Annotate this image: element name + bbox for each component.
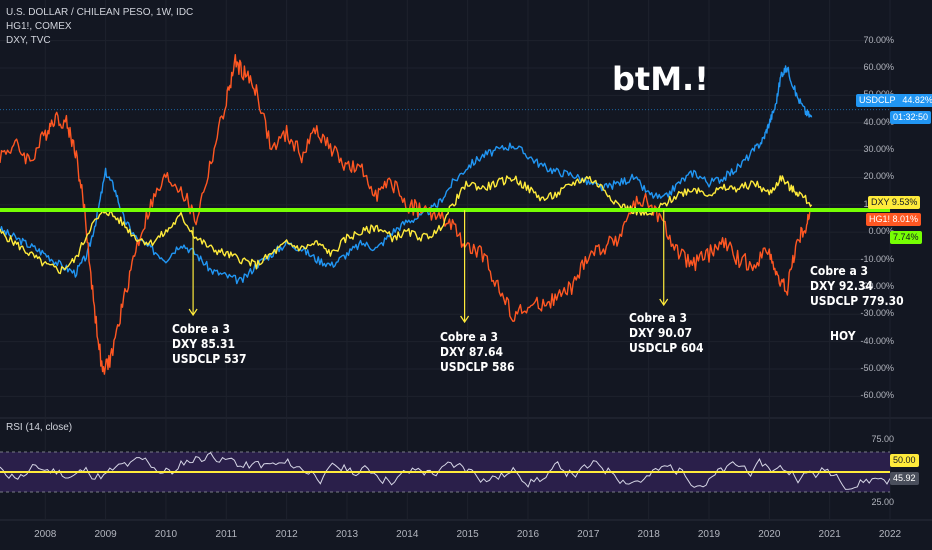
y-tick: -10.00% [860, 253, 894, 264]
series-line-usdclp [0, 65, 813, 285]
annotation-today-line3: USDCLP 779.30 [810, 294, 904, 308]
y-tick: 30.00% [863, 144, 894, 155]
legend-copper-symbol[interactable]: HG1!, COMEX [6, 21, 72, 32]
annotation-today-line1: Cobre a 3 [810, 264, 869, 278]
annotation-hoy: HOY [830, 329, 856, 343]
x-tick-2014: 2014 [396, 529, 419, 540]
x-tick-2015: 2015 [456, 529, 479, 540]
x-tick-2018: 2018 [637, 529, 660, 540]
y-tick: -30.00% [860, 308, 894, 319]
y-tick: 20.00% [863, 171, 894, 182]
annotation-2018-line3: USDCLP 604 [629, 341, 704, 355]
x-tick-2017: 2017 [577, 529, 600, 540]
annotation-2015-line2: DXY 87.64 [440, 345, 504, 359]
annotation-today-line2: DXY 92.34 [810, 279, 874, 293]
green-line-badge: 7.74% [890, 231, 922, 244]
annotation-2015-line3: USDCLP 586 [440, 360, 515, 374]
y-tick: 70.00% [863, 34, 894, 45]
annotation-2015: Cobre a 3 DXY 87.64 USDCLP 586 [440, 330, 515, 375]
x-tick-2019: 2019 [697, 529, 721, 540]
usdclp-badge-name: USDCLP [859, 95, 896, 105]
annotation-2018-line2: DXY 90.07 [629, 326, 693, 340]
y-tick: -40.00% [860, 335, 894, 346]
annotation-arrow-head-2 [659, 298, 669, 307]
rsi-line [0, 452, 891, 490]
series-line-hg1 [0, 54, 812, 375]
annotation-2018-line1: Cobre a 3 [629, 311, 688, 325]
hg-badge: HG1! 8.01% [866, 213, 922, 226]
annotation-arrow-head-1 [460, 315, 470, 324]
usdclp-badge: USDCLP 44.82% [856, 94, 932, 107]
y-tick: 0.00% [868, 226, 894, 237]
legend-dxy-symbol[interactable]: DXY, TVC [6, 35, 51, 46]
y-tick: 40.00% [863, 116, 894, 127]
bar-countdown-badge: 01:32:50 [890, 111, 932, 124]
hg-badge-name: HG1! [869, 214, 891, 224]
logo-text: btM.! [612, 60, 709, 98]
y-tick: -60.00% [860, 390, 894, 401]
annotation-2010-line3: USDCLP 537 [172, 352, 247, 366]
annotation-2010-line2: DXY 85.31 [172, 337, 236, 351]
x-tick-2021: 2021 [818, 529, 841, 540]
rsi-value-badge: 45.92 [890, 472, 919, 485]
y-tick: 60.00% [863, 62, 894, 73]
annotation-2010-line1: Cobre a 3 [172, 322, 231, 336]
rsi-mid-badge: 50.00 [890, 454, 919, 467]
y-tick: -20.00% [860, 280, 894, 291]
x-tick-2009: 2009 [94, 529, 117, 540]
annotation-2018: Cobre a 3 DXY 90.07 USDCLP 604 [629, 311, 704, 356]
x-tick-2008: 2008 [34, 529, 57, 540]
dxy-badge-value: 9.53% [891, 197, 918, 207]
rsi-legend[interactable]: RSI (14, close) [6, 422, 73, 433]
usdclp-badge-value: 44.82% [902, 95, 932, 105]
annotation-arrow-head-0 [188, 308, 198, 317]
dxy-badge: DXY 9.53% [868, 196, 921, 209]
x-tick-2011: 2011 [215, 529, 238, 540]
x-tick-2012: 2012 [275, 529, 298, 540]
hg-badge-value: 8.01% [892, 214, 919, 224]
x-tick-2022: 2022 [878, 529, 902, 540]
rsi-tick-25: 25.00 [871, 497, 894, 507]
legend-main-symbol[interactable]: U.S. DOLLAR / CHILEAN PESO, 1W, IDC [6, 7, 194, 18]
x-tick-2013: 2013 [335, 529, 359, 540]
annotation-today: Cobre a 3 DXY 92.34 USDCLP 779.30 [810, 264, 904, 309]
annotation-2015-line1: Cobre a 3 [440, 330, 499, 344]
y-tick: -50.00% [860, 362, 894, 373]
x-tick-2020: 2020 [758, 529, 781, 540]
x-tick-2016: 2016 [516, 529, 540, 540]
x-tick-2010: 2010 [154, 529, 178, 540]
dxy-badge-name: DXY [871, 197, 890, 207]
annotation-2010: Cobre a 3 DXY 85.31 USDCLP 537 [172, 322, 247, 367]
rsi-tick-75: 75.00 [871, 434, 894, 444]
series-line-dxy [0, 175, 813, 275]
